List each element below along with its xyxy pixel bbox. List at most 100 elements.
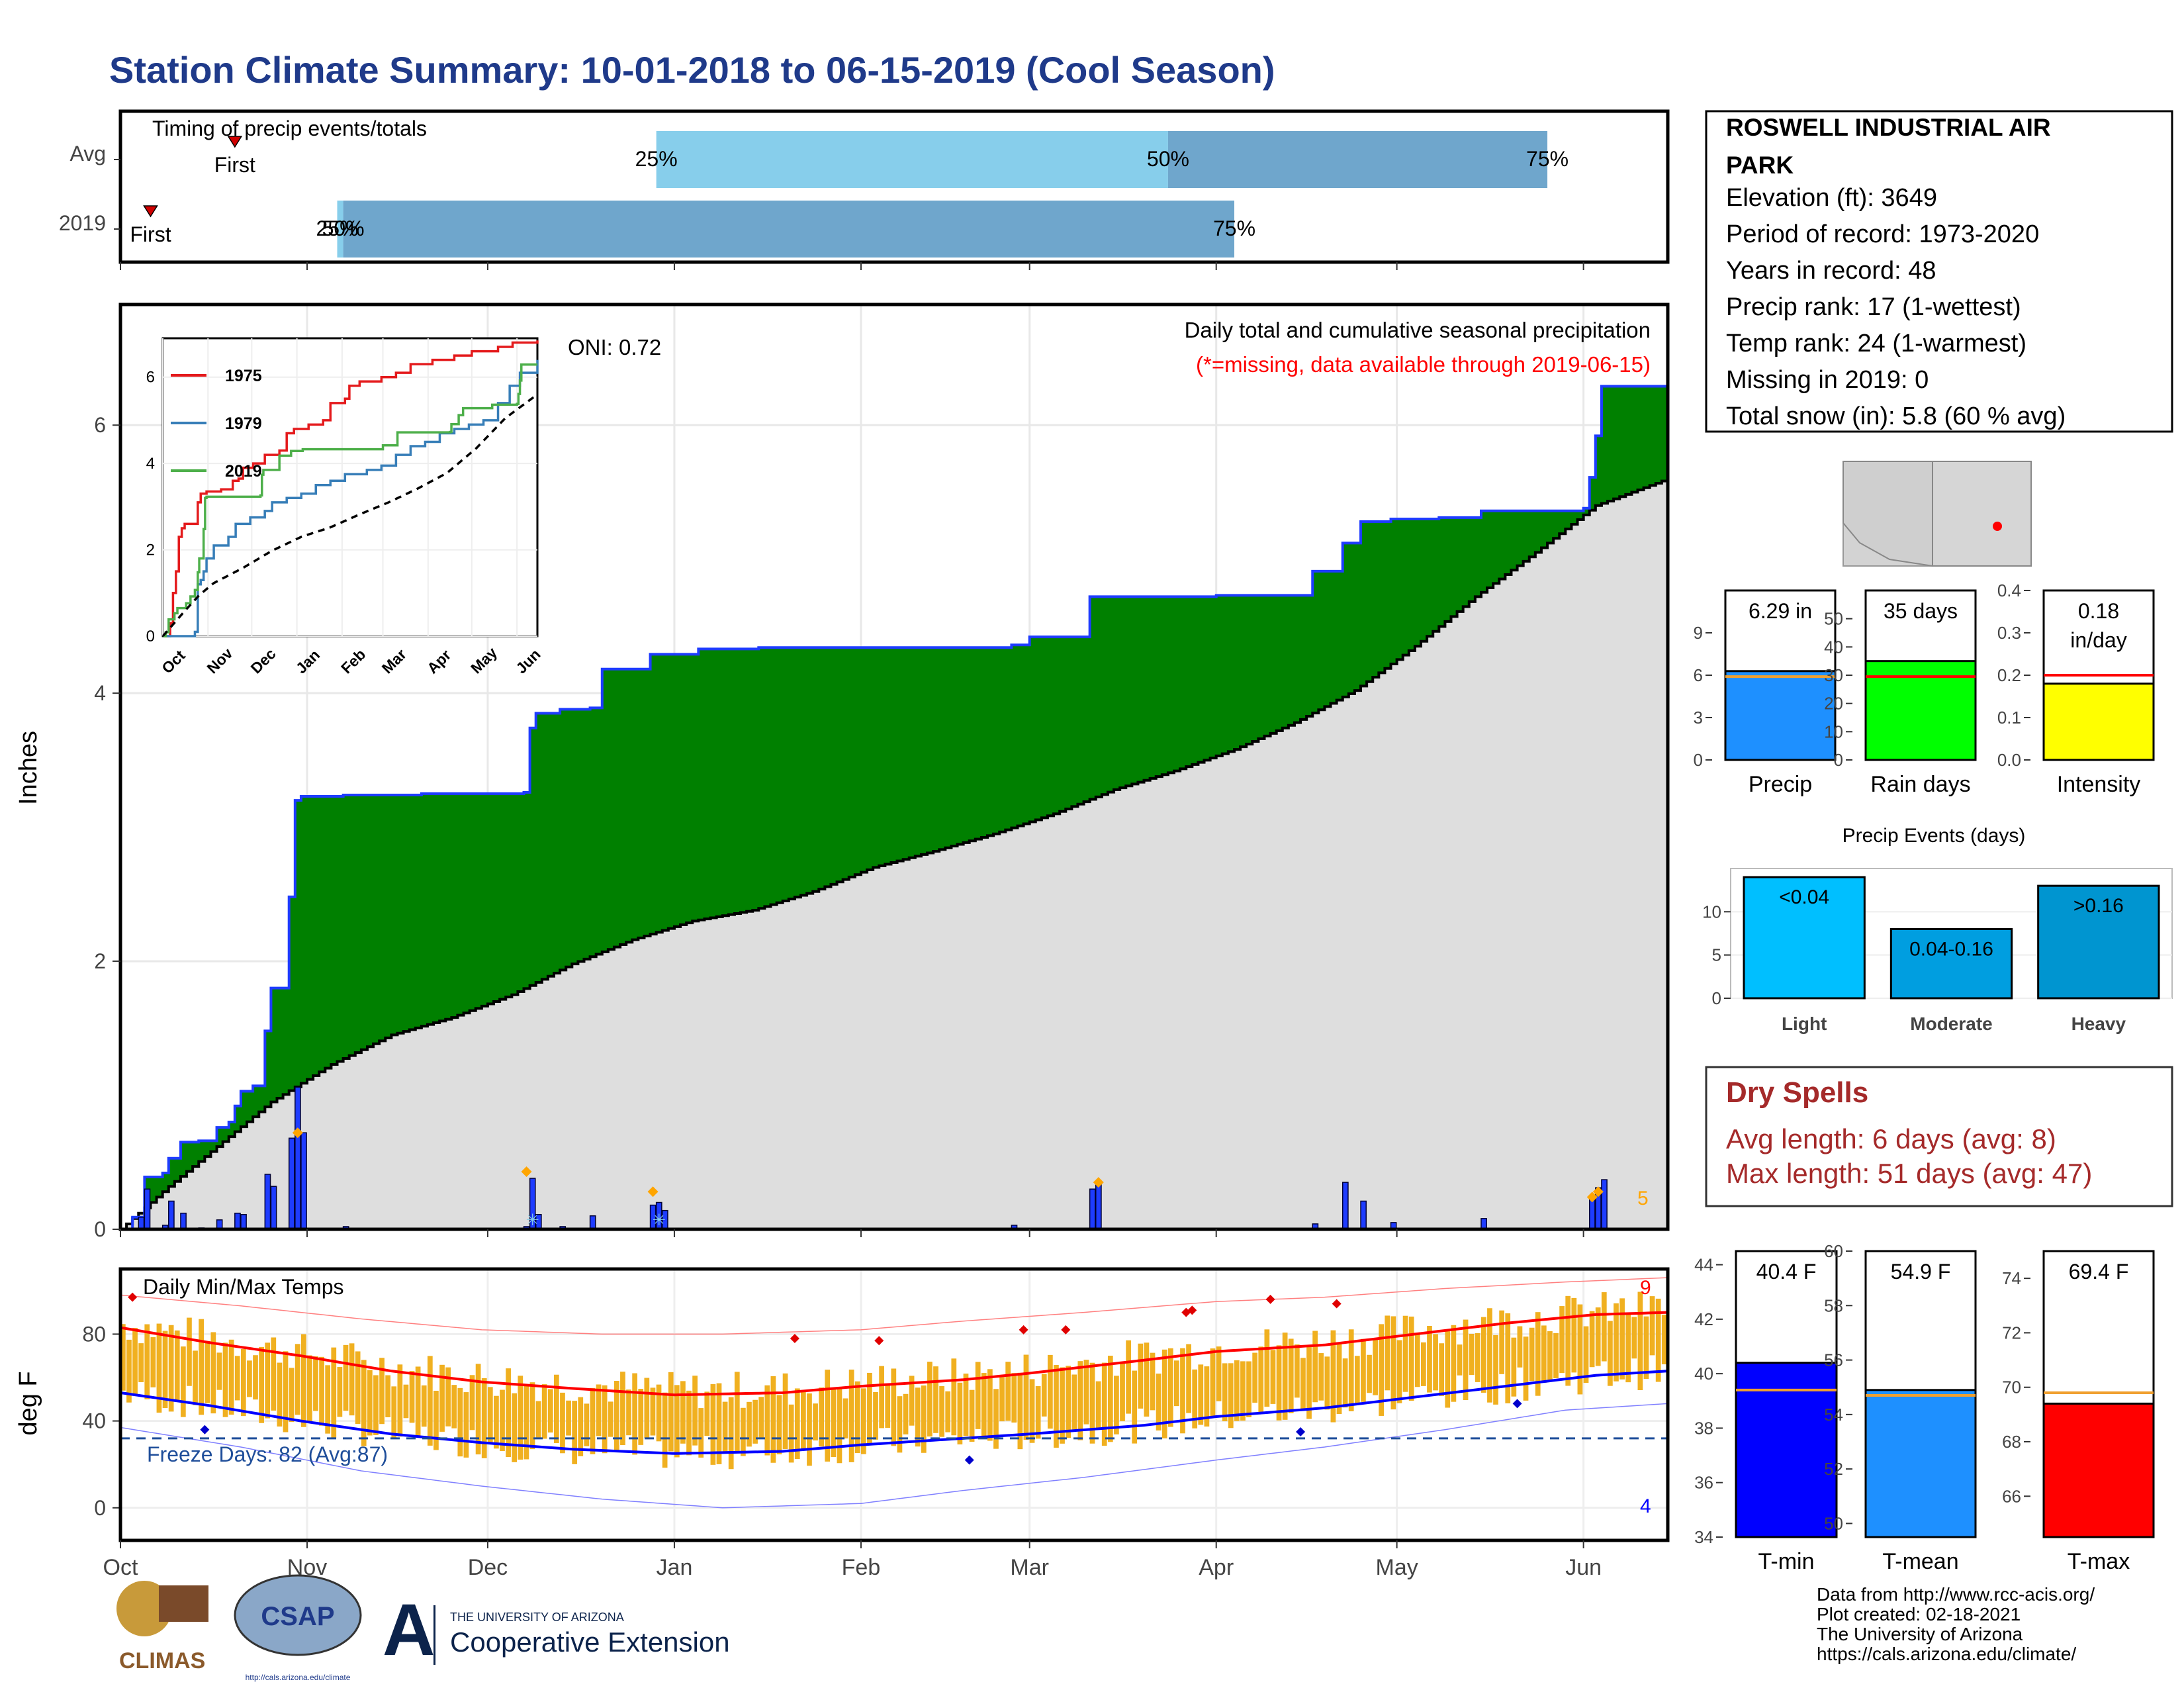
small-chart-value-label: 0.18 bbox=[2078, 599, 2119, 623]
daily-temp-bar bbox=[1150, 1352, 1156, 1411]
small-chart-tick-label: 54 bbox=[1824, 1405, 1843, 1425]
daily-temp-bar bbox=[692, 1376, 698, 1446]
daily-temp-bar bbox=[1511, 1337, 1517, 1397]
daily-temp-bar bbox=[674, 1385, 680, 1458]
station-name-line1: ROSWELL INDUSTRIAL AIR bbox=[1726, 114, 2051, 141]
daily-temp-bar bbox=[1643, 1316, 1649, 1380]
small-chart-tick-label: 9 bbox=[1694, 623, 1703, 643]
inset-y-tick-label: 4 bbox=[146, 455, 155, 473]
ua-divider bbox=[433, 1605, 435, 1665]
daily-max-point bbox=[1093, 1177, 1104, 1188]
ua-large-label: Cooperative Extension bbox=[450, 1626, 730, 1658]
inset-legend-label: 2019 bbox=[225, 462, 262, 481]
timing-first-label: First bbox=[214, 153, 255, 177]
daily-precip-bar bbox=[240, 1213, 247, 1230]
daily-temp-bar bbox=[782, 1373, 788, 1449]
daily-temp-bar bbox=[620, 1372, 625, 1445]
events-y-tick-label: 5 bbox=[1712, 945, 1721, 965]
daily-temp-bar bbox=[1270, 1350, 1276, 1404]
daily-temp-bar bbox=[1095, 1381, 1101, 1430]
daily-temp-bar bbox=[710, 1383, 716, 1465]
daily-temp-bar bbox=[1625, 1314, 1631, 1383]
snow-marker-icon: ✳ bbox=[653, 1211, 666, 1229]
daily-temp-bar bbox=[126, 1339, 132, 1403]
daily-temp-bar bbox=[927, 1362, 933, 1437]
small-chart-tick-label: 0 bbox=[1834, 750, 1843, 770]
small-chart-tick-label: 34 bbox=[1694, 1527, 1713, 1547]
timing-title: Timing of precip events/totals bbox=[152, 117, 427, 140]
daily-temp-bar bbox=[415, 1366, 421, 1438]
daily-temp-bar bbox=[1192, 1369, 1198, 1429]
timing-quartile-label: 25% bbox=[316, 216, 358, 240]
timing-quartile-label: 75% bbox=[1526, 147, 1569, 171]
precip-events-panel: Precip Events (days) 0 5 10 <0.04 Light 0.04-… bbox=[1702, 825, 2173, 1034]
main-y-tick-label: 2 bbox=[94, 949, 106, 973]
daily-temp-bar bbox=[1318, 1353, 1324, 1401]
events-y-tick-label: 10 bbox=[1702, 902, 1721, 921]
daily-temp-bar bbox=[566, 1400, 571, 1436]
daily-temp-bar bbox=[355, 1351, 361, 1425]
daily-temp-bar bbox=[1589, 1311, 1595, 1368]
daily-temp-bar bbox=[193, 1350, 198, 1405]
footer-line-4: https://cals.arizona.edu/climate/ bbox=[1817, 1644, 2076, 1664]
daily-temp-bar bbox=[487, 1387, 493, 1444]
daily-temp-bar bbox=[728, 1397, 734, 1470]
inset-y-tick-label: 6 bbox=[146, 369, 155, 387]
footer-credits: Data from http://www.rcc-acis.org/ Plot … bbox=[1817, 1584, 2095, 1664]
daily-temp-bar bbox=[494, 1395, 499, 1449]
daily-temp-bar bbox=[1342, 1358, 1348, 1408]
locator-map bbox=[1843, 461, 2032, 567]
daily-temp-bar bbox=[842, 1398, 848, 1438]
csap-logo: CSAP http://cals.arizona.edu/climate bbox=[234, 1574, 362, 1682]
daily-temp-bar bbox=[1505, 1313, 1511, 1403]
daily-temp-bar bbox=[205, 1340, 210, 1403]
daily-temp-bar bbox=[638, 1389, 644, 1445]
timing-panel: Timing of precip events/totals Avg 2019 … bbox=[59, 109, 2019, 270]
daily-temp-bar bbox=[1469, 1333, 1475, 1376]
record-max-line bbox=[120, 1277, 1668, 1335]
timing-row-avg-label: Avg bbox=[69, 142, 106, 165]
daily-temp-bar bbox=[1402, 1315, 1408, 1392]
daily-temp-bar bbox=[216, 1352, 222, 1390]
daily-temp-bar bbox=[1144, 1342, 1150, 1417]
daily-temp-bar bbox=[1414, 1335, 1420, 1387]
daily-precip-bar bbox=[288, 1137, 295, 1230]
dry-spells-title: Dry Spells bbox=[1726, 1076, 1868, 1109]
daily-temp-bar bbox=[397, 1364, 403, 1437]
small-chart-tick-label: 72 bbox=[2002, 1323, 2021, 1342]
small-chart-value-bar bbox=[1735, 1362, 1838, 1538]
daily-temp-bar bbox=[860, 1388, 866, 1454]
daily-temp-bar bbox=[1373, 1338, 1378, 1395]
daily-temp-bar bbox=[1216, 1346, 1222, 1401]
month-label: Jan bbox=[657, 1555, 693, 1580]
daily-temp-bar bbox=[885, 1385, 891, 1428]
month-label: May bbox=[1376, 1555, 1418, 1580]
daily-temp-bar bbox=[541, 1384, 547, 1439]
freeze-days-label: Freeze Days: 82 (Avg:87) bbox=[147, 1442, 388, 1466]
month-label: Apr bbox=[1199, 1555, 1234, 1580]
daily-temp-bar bbox=[800, 1391, 806, 1450]
daily-temp-bar bbox=[1114, 1376, 1119, 1434]
average-max-line bbox=[120, 1311, 1668, 1397]
daily-temp-bar bbox=[1601, 1292, 1607, 1362]
daily-temp-bar bbox=[770, 1376, 776, 1463]
daily-temp-bar bbox=[547, 1389, 553, 1433]
daily-temp-bar bbox=[897, 1396, 903, 1453]
average-cumulative-line bbox=[120, 479, 1669, 1231]
inset-y-tick-label: 0 bbox=[146, 628, 155, 645]
daily-temp-bar bbox=[915, 1387, 921, 1447]
dry-spells-frame bbox=[1705, 1066, 2173, 1207]
daily-temp-bar bbox=[307, 1355, 312, 1423]
daily-temp-bar bbox=[686, 1390, 692, 1456]
daily-temp-bar bbox=[1066, 1366, 1071, 1438]
daily-temp-bar bbox=[1047, 1354, 1053, 1429]
daily-temp-bar bbox=[253, 1355, 258, 1400]
daily-temp-bar bbox=[656, 1384, 662, 1442]
cumulative-precip-panel: ✳ ✳ Daily total and cumulative seasonal p… bbox=[15, 303, 1670, 1241]
daily-temp-bar bbox=[1487, 1308, 1492, 1403]
daily-temp-bar bbox=[788, 1404, 794, 1463]
timing-bar-q25-q50 bbox=[337, 201, 343, 258]
small-chart-tick-label: 74 bbox=[2002, 1268, 2021, 1288]
station-years: Years in record: 48 bbox=[1726, 257, 1936, 285]
